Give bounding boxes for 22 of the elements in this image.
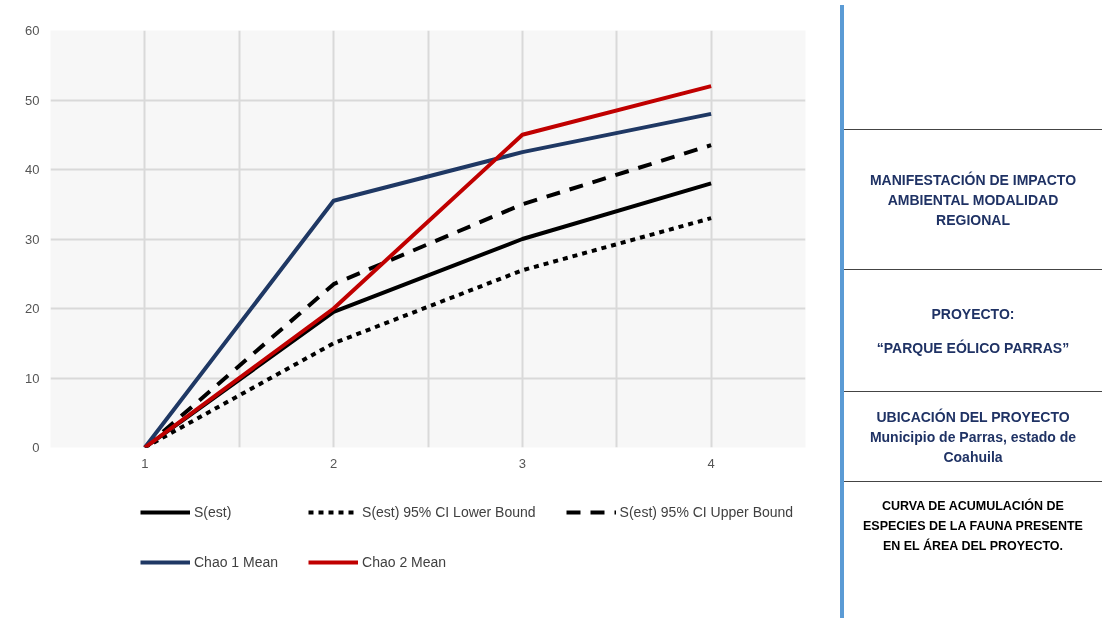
y-tick-label: 10 — [25, 370, 40, 386]
y-tick-label: 40 — [25, 162, 40, 177]
text: PROYECTO: — [931, 304, 1015, 324]
text: Municipio de Parras, estado de Coahuila — [868, 427, 1078, 467]
text: MANIFESTACIÓN DE IMPACTO AMBIENTAL MODALIDAD REGIONAL — [868, 170, 1078, 230]
y-tick-label: 50 — [25, 92, 40, 108]
x-tick-label: 4 — [707, 455, 715, 471]
y-tick-label: 20 — [25, 301, 40, 316]
y-tick-label: 60 — [25, 23, 40, 38]
legend-label: S(est) 95% CI Lower Bound — [362, 504, 536, 520]
text: CURVA DE ACUMULACIÓN DE ESPECIES DE LA FAUNA PRESENTE EN EL ÁREA DEL PROYECTO. — [862, 497, 1084, 555]
x-tick-label: 2 — [330, 455, 338, 471]
y-tick-label: 30 — [25, 231, 40, 247]
legend-label: Chao 2 Mean — [362, 554, 447, 570]
legend-label: Chao 1 Mean — [194, 554, 279, 570]
x-tick-label: 1 — [141, 455, 149, 471]
y-tick-label: 0 — [32, 440, 40, 455]
x-tick-label: 3 — [518, 455, 526, 471]
legend-label: S(est) 95% CI Upper Bound — [619, 504, 794, 520]
text: “PARQUE EÓLICO PARRAS” — [876, 338, 1070, 358]
legend-label: S(est) — [194, 504, 232, 520]
text: UBICACIÓN DEL PROYECTO — [876, 407, 1070, 427]
